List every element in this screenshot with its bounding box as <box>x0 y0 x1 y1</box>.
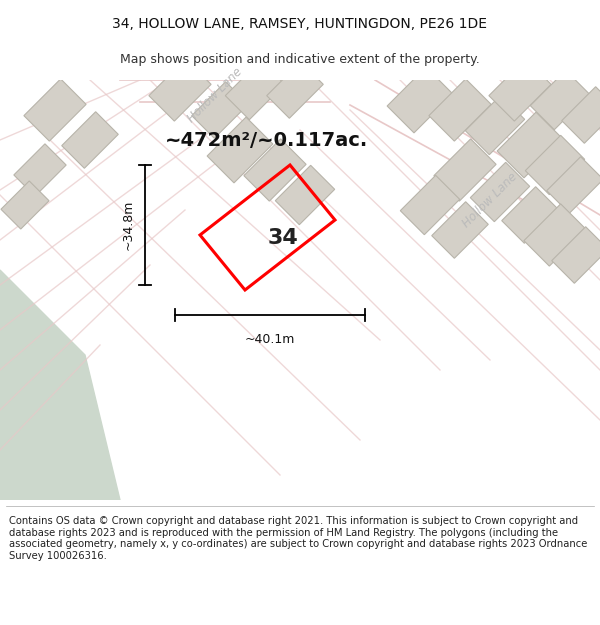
Text: ~34.8m: ~34.8m <box>122 200 135 250</box>
Text: Contains OS data © Crown copyright and database right 2021. This information is : Contains OS data © Crown copyright and d… <box>9 516 587 561</box>
Polygon shape <box>267 62 323 118</box>
Polygon shape <box>432 202 488 258</box>
Polygon shape <box>470 162 530 222</box>
Polygon shape <box>489 59 551 121</box>
Polygon shape <box>400 175 460 235</box>
Text: ~472m²/~0.117ac.: ~472m²/~0.117ac. <box>165 131 368 149</box>
Text: Hollow Lane: Hollow Lane <box>185 65 245 125</box>
Polygon shape <box>497 112 563 178</box>
Polygon shape <box>552 227 600 283</box>
Polygon shape <box>350 80 600 242</box>
Polygon shape <box>429 79 491 141</box>
Polygon shape <box>434 139 496 201</box>
Text: ~40.1m: ~40.1m <box>245 333 295 346</box>
Polygon shape <box>207 117 273 183</box>
Polygon shape <box>1 181 49 229</box>
Text: 34: 34 <box>267 228 298 248</box>
Polygon shape <box>226 60 284 120</box>
Polygon shape <box>244 139 306 201</box>
Text: Hollow Lane: Hollow Lane <box>460 170 520 230</box>
Polygon shape <box>547 157 600 213</box>
Polygon shape <box>387 67 453 133</box>
Polygon shape <box>0 270 120 500</box>
Polygon shape <box>530 70 590 130</box>
Polygon shape <box>14 144 66 196</box>
Polygon shape <box>275 165 335 225</box>
Polygon shape <box>62 112 118 168</box>
Polygon shape <box>24 79 86 141</box>
Polygon shape <box>562 87 600 143</box>
Polygon shape <box>100 80 295 105</box>
Polygon shape <box>149 59 211 121</box>
Text: Map shows position and indicative extent of the property.: Map shows position and indicative extent… <box>120 54 480 66</box>
Polygon shape <box>524 204 586 266</box>
Polygon shape <box>526 135 584 195</box>
Text: 34, HOLLOW LANE, RAMSEY, HUNTINGDON, PE26 1DE: 34, HOLLOW LANE, RAMSEY, HUNTINGDON, PE2… <box>113 17 487 31</box>
Polygon shape <box>192 82 248 138</box>
Polygon shape <box>466 95 524 155</box>
Polygon shape <box>502 187 558 243</box>
Polygon shape <box>120 80 330 102</box>
